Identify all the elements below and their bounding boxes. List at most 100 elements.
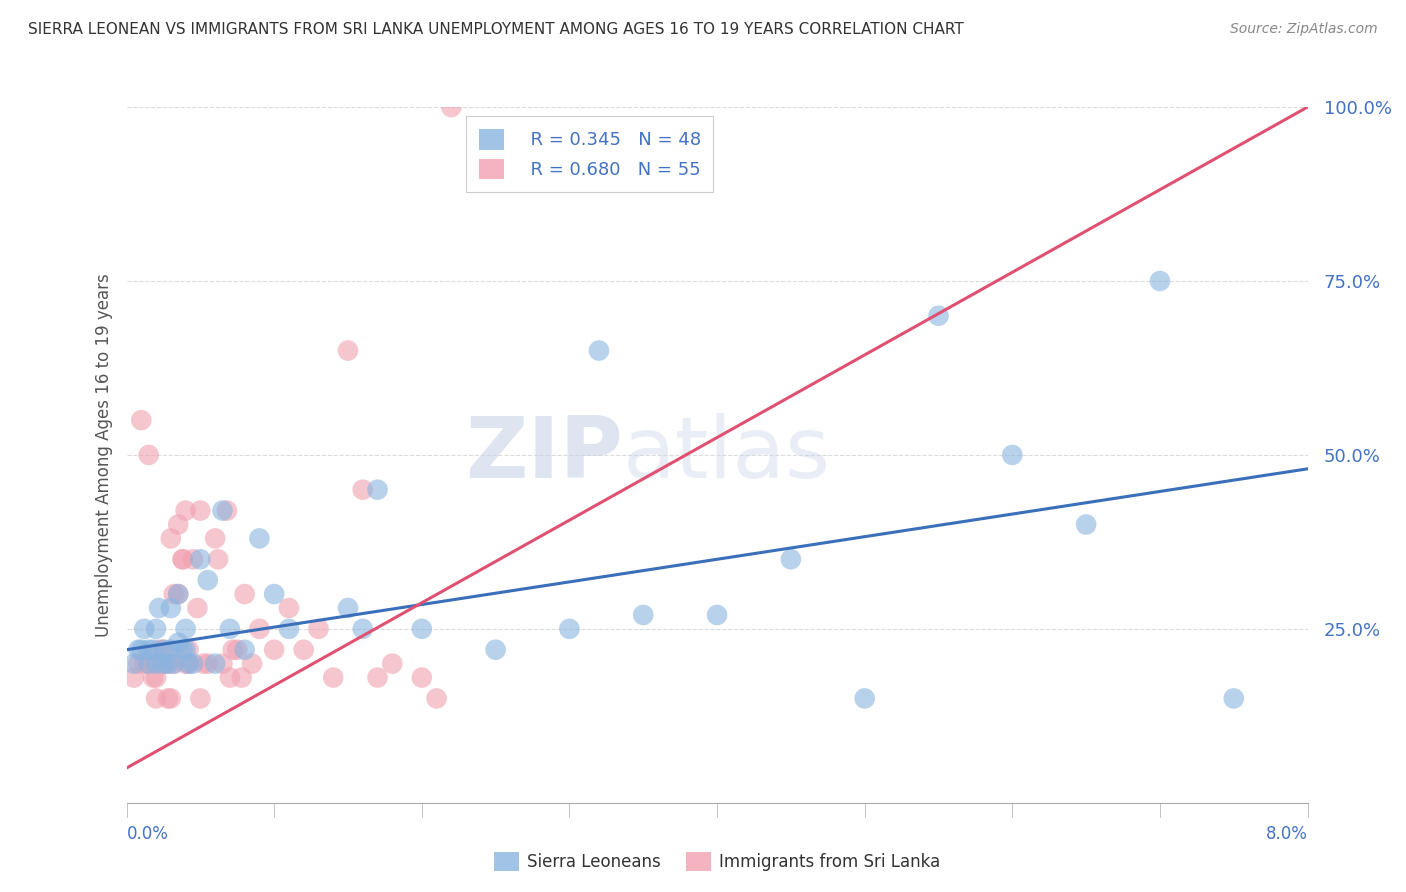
- Point: [163, 657, 186, 671]
- Point: [1222, 691, 1246, 706]
- Point: [188, 691, 211, 706]
- Point: [278, 622, 301, 636]
- Point: [181, 657, 204, 671]
- Point: [588, 343, 610, 358]
- Point: [366, 671, 388, 685]
- Point: [174, 642, 197, 657]
- Point: [352, 483, 374, 497]
- Point: [129, 413, 153, 427]
- Point: [122, 671, 145, 685]
- Point: [366, 483, 388, 497]
- Point: [207, 552, 229, 566]
- Point: [174, 622, 197, 636]
- Point: [233, 642, 256, 657]
- Point: [188, 552, 211, 566]
- Point: [177, 657, 200, 671]
- Text: atlas: atlas: [623, 413, 831, 497]
- Point: [152, 657, 174, 671]
- Point: [381, 657, 404, 671]
- Point: [1149, 274, 1171, 288]
- Point: [706, 607, 728, 622]
- Point: [177, 657, 200, 671]
- Point: [292, 642, 315, 657]
- Point: [167, 587, 190, 601]
- Point: [127, 642, 149, 657]
- Point: [204, 532, 226, 546]
- Point: [174, 657, 197, 671]
- Point: [218, 622, 242, 636]
- Point: [440, 100, 463, 114]
- Point: [152, 642, 174, 657]
- Point: [159, 691, 183, 706]
- Point: [138, 642, 160, 657]
- Point: [188, 503, 211, 517]
- Point: [222, 642, 245, 657]
- Point: [172, 642, 194, 657]
- Point: [159, 642, 183, 657]
- Point: [159, 532, 183, 546]
- Point: [163, 657, 186, 671]
- Point: [142, 642, 165, 657]
- Point: [152, 657, 174, 671]
- Point: [122, 657, 145, 671]
- Y-axis label: Unemployment Among Ages 16 to 19 years: Unemployment Among Ages 16 to 19 years: [94, 273, 112, 637]
- Point: [411, 671, 433, 685]
- Point: [197, 657, 219, 671]
- Point: [134, 657, 156, 671]
- Point: [218, 671, 242, 685]
- Point: [853, 691, 876, 706]
- Point: [167, 636, 190, 650]
- Point: [215, 503, 238, 517]
- Point: [142, 671, 165, 685]
- Point: [233, 587, 256, 601]
- Point: [156, 657, 179, 671]
- Point: [145, 671, 167, 685]
- Point: [231, 671, 253, 685]
- Point: [134, 622, 156, 636]
- Point: [177, 642, 200, 657]
- Point: [211, 657, 233, 671]
- Legend: Sierra Leoneans, Immigrants from Sri Lanka: Sierra Leoneans, Immigrants from Sri Lan…: [486, 846, 948, 878]
- Point: [226, 642, 249, 657]
- Point: [186, 601, 208, 615]
- Point: [156, 657, 179, 671]
- Point: [156, 691, 179, 706]
- Point: [211, 503, 233, 517]
- Point: [172, 552, 194, 566]
- Point: [1001, 448, 1024, 462]
- Text: Source: ZipAtlas.com: Source: ZipAtlas.com: [1230, 22, 1378, 37]
- Point: [174, 503, 197, 517]
- Point: [337, 601, 360, 615]
- Point: [484, 642, 508, 657]
- Point: [145, 622, 167, 636]
- Point: [322, 671, 344, 685]
- Point: [263, 642, 285, 657]
- Text: 8.0%: 8.0%: [1265, 825, 1308, 843]
- Point: [138, 448, 160, 462]
- Text: 0.0%: 0.0%: [127, 825, 169, 843]
- Point: [148, 601, 170, 615]
- Point: [1076, 517, 1098, 532]
- Point: [337, 343, 360, 358]
- Text: ZIP: ZIP: [465, 413, 623, 497]
- Text: SIERRA LEONEAN VS IMMIGRANTS FROM SRI LANKA UNEMPLOYMENT AMONG AGES 16 TO 19 YEA: SIERRA LEONEAN VS IMMIGRANTS FROM SRI LA…: [28, 22, 965, 37]
- Point: [167, 517, 190, 532]
- Point: [247, 622, 270, 636]
- Point: [247, 532, 270, 546]
- Point: [159, 601, 183, 615]
- Point: [172, 552, 194, 566]
- Point: [163, 587, 186, 601]
- Point: [779, 552, 801, 566]
- Point: [127, 657, 149, 671]
- Point: [558, 622, 581, 636]
- Point: [928, 309, 950, 323]
- Point: [145, 657, 167, 671]
- Point: [138, 657, 160, 671]
- Point: [181, 552, 204, 566]
- Point: [167, 587, 190, 601]
- Point: [193, 657, 215, 671]
- Point: [631, 607, 654, 622]
- Point: [263, 587, 285, 601]
- Point: [145, 691, 167, 706]
- Point: [204, 657, 226, 671]
